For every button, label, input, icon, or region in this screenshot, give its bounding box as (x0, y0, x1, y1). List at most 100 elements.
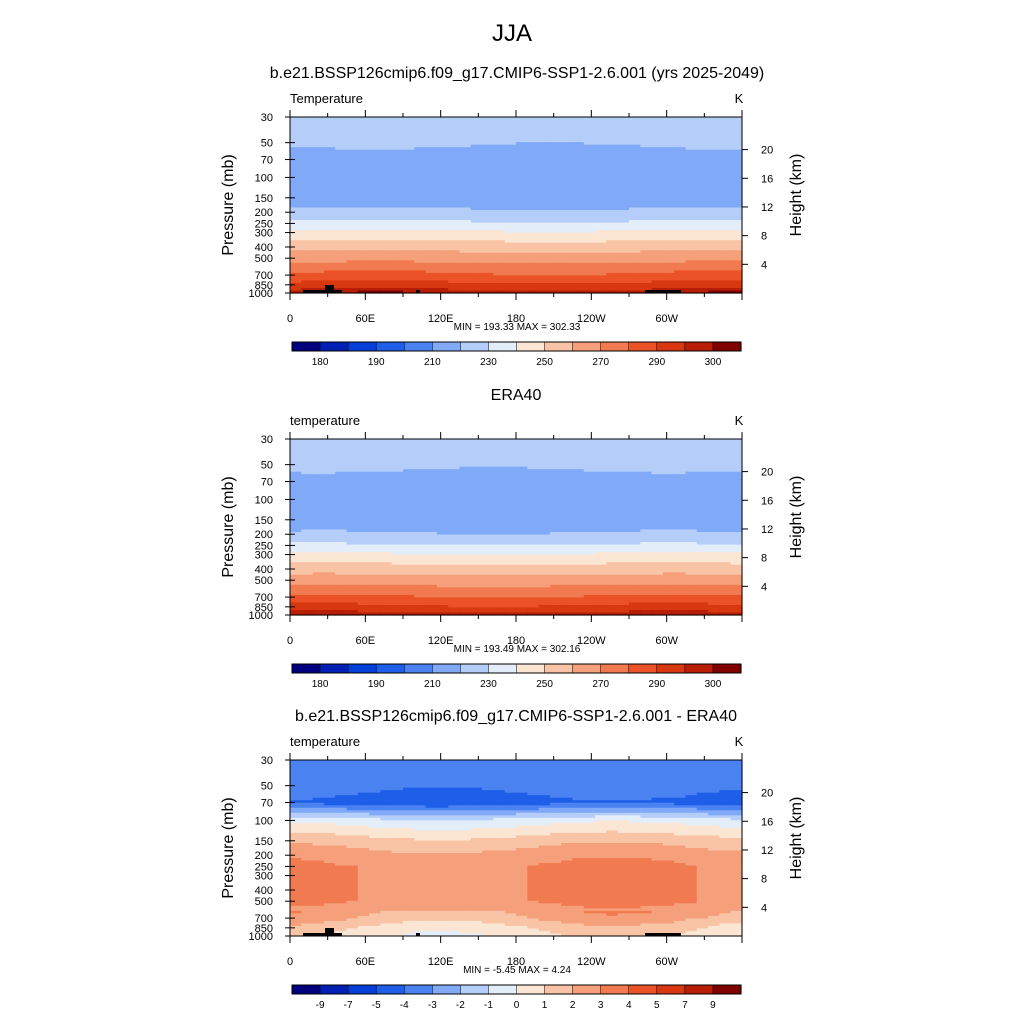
contour-cell (301, 212, 314, 216)
contour-cell (482, 454, 494, 458)
contour-cell (357, 210, 370, 214)
contour-cell (391, 270, 404, 274)
contour-cell (730, 207, 743, 211)
contour-cell (493, 562, 506, 566)
contour-cell (719, 179, 732, 183)
contour-cell (493, 559, 506, 563)
contour-cell (606, 537, 619, 541)
contour-cell (470, 207, 483, 211)
contour-cell (583, 456, 596, 460)
contour-cell (414, 516, 427, 521)
contour-cell (662, 509, 675, 513)
contour-cell (719, 469, 732, 473)
contour-cell (685, 524, 698, 528)
contour-cell (425, 542, 438, 546)
contour-cell (617, 210, 630, 214)
contour-cell (312, 212, 325, 216)
contour-cell (685, 481, 698, 485)
contour-cell (504, 202, 517, 206)
contour-cell (335, 172, 348, 176)
contour-cell (403, 232, 415, 236)
contour-cell (606, 454, 619, 458)
contour-cell (448, 117, 461, 121)
contour-cell (459, 177, 472, 181)
contour-cell (527, 524, 540, 528)
contour-cell (369, 212, 381, 216)
contour-cell (730, 215, 743, 219)
contour-cell (685, 519, 698, 523)
contour-cell (504, 215, 517, 219)
contour-cell (482, 124, 494, 128)
contour-cell (516, 245, 528, 249)
contour-cell (583, 230, 596, 234)
contour-cell (301, 514, 314, 518)
contour-cell (301, 282, 314, 287)
contour-cell (583, 237, 596, 241)
contour-cell (516, 290, 528, 294)
contour-cell (436, 461, 449, 465)
contour-cell (493, 265, 506, 269)
contour-cell (549, 167, 562, 171)
contour-cell (346, 152, 359, 156)
contour-cell (708, 157, 720, 161)
contour-cell (459, 205, 472, 209)
contour-cell (617, 562, 630, 566)
contour-cell (583, 122, 596, 126)
contour-cell (617, 496, 630, 500)
contour-cell (312, 449, 325, 453)
contour-cell (312, 476, 325, 480)
contour-cell (527, 270, 540, 274)
contour-cell (674, 459, 687, 463)
contour-cell (572, 451, 585, 455)
contour-cell (323, 471, 336, 475)
contour-cell (391, 484, 404, 488)
contour-cell (369, 547, 381, 551)
colorbar-swatch (404, 341, 433, 352)
contour-cell (674, 479, 687, 483)
contour-cell (595, 227, 607, 231)
contour-cell (651, 454, 664, 458)
contour-cell (561, 527, 574, 531)
contour-cell (685, 245, 698, 249)
contour-cell (617, 287, 630, 292)
contour-cell (549, 499, 562, 503)
contour-cell (696, 189, 709, 194)
contour-cell (719, 519, 732, 523)
contour-cell (459, 157, 472, 161)
contour-cell (595, 509, 607, 513)
contour-cell (312, 514, 325, 518)
contour-cell (662, 469, 675, 473)
contour-cell (369, 529, 381, 533)
contour-cell (606, 469, 619, 473)
contour-cell (516, 474, 528, 478)
contour-cell (301, 257, 314, 261)
contour-cell (312, 124, 325, 128)
contour-cell (380, 484, 393, 488)
contour-cell (414, 147, 427, 151)
contour-cell (290, 441, 302, 445)
contour-cell (730, 237, 743, 241)
contour-cell (323, 544, 336, 548)
contour-cell (561, 127, 574, 131)
contour-cell (583, 129, 596, 133)
contour-cell (572, 496, 585, 500)
contour-cell (470, 479, 483, 483)
contour-cell (459, 152, 472, 156)
contour-cell (493, 516, 506, 521)
contour-cell (290, 194, 302, 199)
contour-cell (516, 267, 528, 271)
contour-cell (357, 481, 370, 485)
contour-cell (357, 139, 370, 143)
contour-cell (549, 217, 562, 221)
contour-cell (448, 439, 461, 443)
contour-cell (595, 164, 607, 168)
contour-cell (538, 499, 551, 503)
contour-cell (561, 252, 574, 256)
contour-cell (527, 511, 540, 516)
contour-cell (719, 242, 732, 246)
contour-cell (538, 444, 551, 448)
contour-cell (538, 275, 551, 279)
contour-cell (448, 489, 461, 493)
contour-cell (538, 454, 551, 458)
contour-cell (482, 245, 494, 249)
